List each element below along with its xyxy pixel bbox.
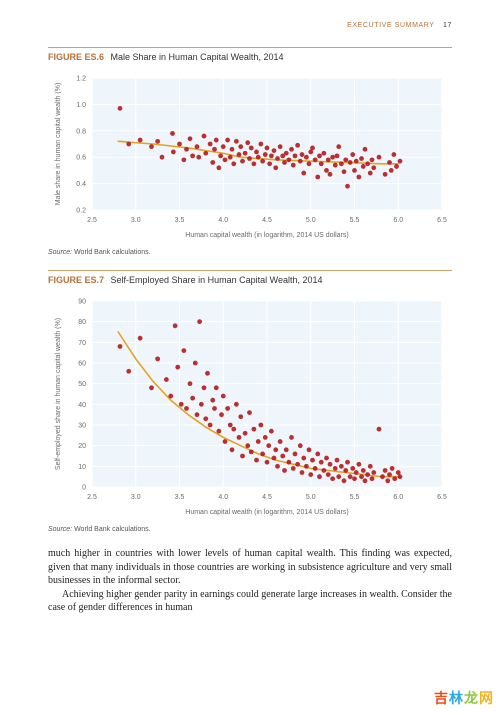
svg-text:1.0: 1.0 (76, 102, 86, 109)
svg-text:Male share in human capital we: Male share in human capital wealth (%) (55, 83, 62, 206)
svg-text:0.8: 0.8 (76, 128, 86, 135)
svg-text:5.0: 5.0 (306, 494, 316, 501)
svg-text:4.5: 4.5 (262, 217, 272, 224)
page-number: 17 (443, 22, 452, 29)
svg-text:0.6: 0.6 (76, 155, 86, 162)
svg-text:3.0: 3.0 (131, 217, 141, 224)
svg-text:6.5: 6.5 (437, 494, 447, 501)
svg-text:40: 40 (78, 402, 86, 409)
svg-text:90: 90 (78, 299, 86, 306)
scatter-chart-es7: 2.5 3.0 3.5 4.0 4.5 5.0 5.5 6.0 6.5 0 10 20 30 40 50 60… (48, 291, 452, 517)
figure-es6-source: Source: World Bank calculations. (48, 249, 452, 256)
running-head-text: EXECUTIVE SUMMARY (347, 22, 434, 29)
svg-text:80: 80 (78, 319, 86, 326)
source-label: Source: (48, 526, 72, 533)
svg-text:5.5: 5.5 (350, 494, 360, 501)
svg-text:10: 10 (78, 464, 86, 471)
watermark-char-1: 吉 (434, 690, 449, 706)
svg-text:70: 70 (78, 340, 86, 347)
source-text: World Bank calculations. (74, 526, 151, 533)
watermark-char-2: 林 (449, 690, 464, 706)
svg-text:6.5: 6.5 (437, 217, 447, 224)
body-text: much higher in countries with lower leve… (48, 547, 452, 615)
svg-text:Human capital wealth (in logar: Human capital wealth (in logarithm, 2014… (185, 232, 348, 239)
svg-text:0.2: 0.2 (76, 208, 86, 215)
svg-text:60: 60 (78, 361, 86, 368)
svg-text:4.5: 4.5 (262, 494, 272, 501)
svg-text:2.5: 2.5 (87, 494, 97, 501)
figure-es7-source: Source: World Bank calculations. (48, 526, 452, 533)
svg-text:2.5: 2.5 (87, 217, 97, 224)
figure-es6-title: Male Share in Human Capital Wealth, 2014 (111, 52, 284, 62)
svg-text:Human capital wealth (in logar: Human capital wealth (in logarithm, 2014… (185, 509, 348, 516)
body-para-2: Achieving higher gender parity in earnin… (48, 588, 452, 615)
svg-text:4.0: 4.0 (218, 494, 228, 501)
svg-text:30: 30 (78, 423, 86, 430)
svg-text:1.2: 1.2 (76, 76, 86, 83)
figure-es7-number: FIGURE ES.7 (48, 275, 104, 285)
running-head: EXECUTIVE SUMMARY 17 (48, 22, 452, 29)
watermark: 吉林龙网 (434, 688, 494, 708)
svg-text:50: 50 (78, 381, 86, 388)
source-text: World Bank calculations. (74, 249, 151, 256)
svg-text:6.0: 6.0 (393, 217, 403, 224)
figure-es6-number: FIGURE ES.6 (48, 52, 104, 62)
figure-es7-chart: 2.5 3.0 3.5 4.0 4.5 5.0 5.5 6.0 6.5 0 10 20 30 40 50 60… (48, 291, 452, 522)
source-label: Source: (48, 249, 72, 256)
svg-text:3.5: 3.5 (175, 494, 185, 501)
svg-text:5.5: 5.5 (350, 217, 360, 224)
figure-es6-caption: FIGURE ES.6 Male Share in Human Capital … (48, 47, 452, 62)
watermark-char-3: 龙 (464, 690, 479, 706)
svg-text:6.0: 6.0 (393, 494, 403, 501)
figure-es7-caption: FIGURE ES.7 Self-Employed Share in Human… (48, 270, 452, 285)
svg-text:0: 0 (82, 485, 86, 492)
body-para-1: much higher in countries with lower leve… (48, 548, 452, 586)
scatter-chart-es6: 2.5 3.0 3.5 4.0 4.5 5.0 5.5 6.0 6.5 0.2 0.4 0.6 0.8 1… (48, 68, 452, 240)
figure-es7-title: Self-Employed Share in Human Capital Wea… (111, 275, 323, 285)
svg-text:Self-employed share in human c: Self-employed share in human capital wea… (55, 318, 62, 470)
svg-text:3.0: 3.0 (131, 494, 141, 501)
watermark-char-4: 网 (479, 690, 494, 706)
svg-text:20: 20 (78, 443, 86, 450)
page: EXECUTIVE SUMMARY 17 FIGURE ES.6 Male Sh… (0, 0, 500, 633)
figure-es6-chart: 2.5 3.0 3.5 4.0 4.5 5.0 5.5 6.0 6.5 0.2 0.4 0.6 0.8 1… (48, 68, 452, 245)
svg-text:0.4: 0.4 (76, 181, 86, 188)
svg-text:5.0: 5.0 (306, 217, 316, 224)
svg-text:3.5: 3.5 (175, 217, 185, 224)
svg-text:4.0: 4.0 (218, 217, 228, 224)
